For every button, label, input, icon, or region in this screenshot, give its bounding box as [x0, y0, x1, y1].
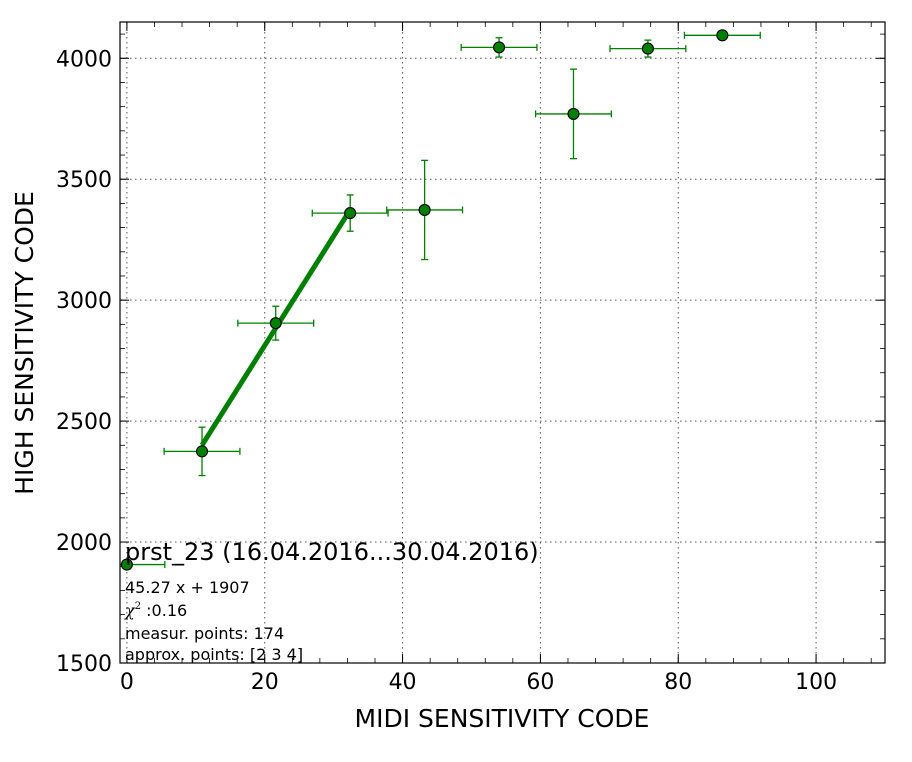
y-tick-label: 3000: [56, 289, 112, 314]
data-point: [567, 107, 580, 120]
annotation-approx-points: approx. points: [2 3 4]: [125, 645, 303, 664]
x-tick-label: 80: [664, 670, 692, 695]
x-tick-label: 20: [251, 670, 279, 695]
data-point: [269, 317, 282, 330]
y-tick-labels: 1500 2000 2500 3000 3500 4000: [56, 47, 112, 677]
data-point: [344, 207, 357, 220]
data-point: [418, 203, 431, 216]
minor-ticks: [120, 22, 885, 664]
x-tick-labels: 0 20 40 60 80 100: [120, 670, 837, 695]
y-tick-label: 3500: [56, 168, 112, 193]
y-tick-label: 4000: [56, 47, 112, 72]
data-point: [641, 42, 654, 55]
y-tick-label: 2500: [56, 410, 112, 435]
annotation-chi-square: χ2 :0.16: [124, 601, 187, 620]
data-point: [493, 41, 506, 54]
annotation-title: prst_23 (16.04.2016...30.04.2016): [125, 538, 539, 566]
data-markers: [120, 29, 729, 571]
y-tick-label: 2000: [56, 531, 112, 556]
annotation-equation: 45.27 x + 1907: [125, 578, 250, 597]
fit-annotation: prst_23 (16.04.2016...30.04.2016) 45.27 …: [124, 538, 539, 664]
data-point: [716, 29, 729, 42]
x-tick-label: 0: [120, 670, 134, 695]
x-tick-label: 60: [526, 670, 554, 695]
data-point: [195, 445, 209, 458]
y-tick-label: 1500: [56, 652, 112, 677]
annotation-chi-value: :0.16: [141, 601, 187, 620]
x-tick-label: 100: [795, 670, 837, 695]
x-tick-label: 40: [389, 670, 417, 695]
major-ticks: [120, 22, 885, 664]
annotation-chi-symbol: χ: [124, 601, 136, 620]
annotation-chi-superscript: 2: [135, 601, 141, 612]
data-point: [120, 558, 133, 571]
y-axis-label: HIGH SENSITIVITY CODE: [10, 191, 39, 495]
annotation-measured-points: measur. points: 174: [125, 624, 284, 643]
x-axis-label: MIDI SENSITIVITY CODE: [355, 704, 650, 733]
plot-frame: [119, 21, 886, 664]
